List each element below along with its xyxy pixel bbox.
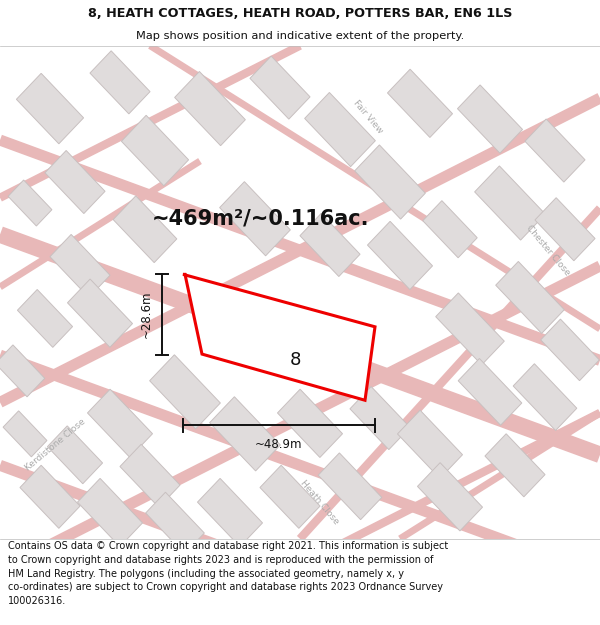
Polygon shape xyxy=(260,465,320,528)
Polygon shape xyxy=(20,465,80,528)
Polygon shape xyxy=(300,214,360,276)
Polygon shape xyxy=(397,410,463,479)
Polygon shape xyxy=(197,478,263,547)
Polygon shape xyxy=(250,56,310,119)
Polygon shape xyxy=(113,196,177,262)
Polygon shape xyxy=(485,434,545,497)
Polygon shape xyxy=(388,69,452,138)
Polygon shape xyxy=(183,274,375,400)
Text: 8, HEATH COTTAGES, HEATH ROAD, POTTERS BAR, EN6 1LS: 8, HEATH COTTAGES, HEATH ROAD, POTTERS B… xyxy=(88,7,512,20)
Polygon shape xyxy=(88,389,152,458)
Text: ~469m²/~0.116ac.: ~469m²/~0.116ac. xyxy=(151,209,369,229)
Text: Contains OS data © Crown copyright and database right 2021. This information is : Contains OS data © Crown copyright and d… xyxy=(8,541,448,606)
Polygon shape xyxy=(120,444,180,508)
Polygon shape xyxy=(525,119,585,182)
Polygon shape xyxy=(16,73,83,144)
Polygon shape xyxy=(418,462,482,531)
Polygon shape xyxy=(121,115,188,186)
Polygon shape xyxy=(423,201,477,258)
Polygon shape xyxy=(149,355,220,429)
Polygon shape xyxy=(45,151,105,214)
Polygon shape xyxy=(458,359,522,425)
Polygon shape xyxy=(535,198,595,261)
Polygon shape xyxy=(90,51,150,114)
Polygon shape xyxy=(305,92,376,167)
Polygon shape xyxy=(355,145,425,219)
Polygon shape xyxy=(77,478,143,547)
Text: Kerdistone Close: Kerdistone Close xyxy=(23,417,87,472)
Polygon shape xyxy=(209,397,280,471)
Polygon shape xyxy=(436,293,504,365)
Polygon shape xyxy=(220,182,290,256)
Text: ~28.6m: ~28.6m xyxy=(139,291,152,339)
Polygon shape xyxy=(47,426,103,484)
Polygon shape xyxy=(8,180,52,226)
Polygon shape xyxy=(475,166,545,240)
Polygon shape xyxy=(0,345,45,397)
Text: Heath Close: Heath Close xyxy=(299,478,341,526)
Text: Map shows position and indicative extent of the property.: Map shows position and indicative extent… xyxy=(136,31,464,41)
Polygon shape xyxy=(318,453,382,519)
Polygon shape xyxy=(146,492,205,554)
Polygon shape xyxy=(350,386,410,449)
Polygon shape xyxy=(496,261,564,333)
Polygon shape xyxy=(3,411,47,457)
Polygon shape xyxy=(513,364,577,431)
Polygon shape xyxy=(67,279,133,348)
Text: Fair View: Fair View xyxy=(352,99,385,136)
Polygon shape xyxy=(50,234,110,298)
Polygon shape xyxy=(175,71,245,146)
Text: 8: 8 xyxy=(289,351,301,369)
Text: ~48.9m: ~48.9m xyxy=(255,438,303,451)
Polygon shape xyxy=(17,289,73,348)
Polygon shape xyxy=(457,85,523,153)
Polygon shape xyxy=(541,319,599,381)
Polygon shape xyxy=(367,221,433,289)
Text: Chester Close: Chester Close xyxy=(524,223,572,277)
Polygon shape xyxy=(277,389,343,458)
